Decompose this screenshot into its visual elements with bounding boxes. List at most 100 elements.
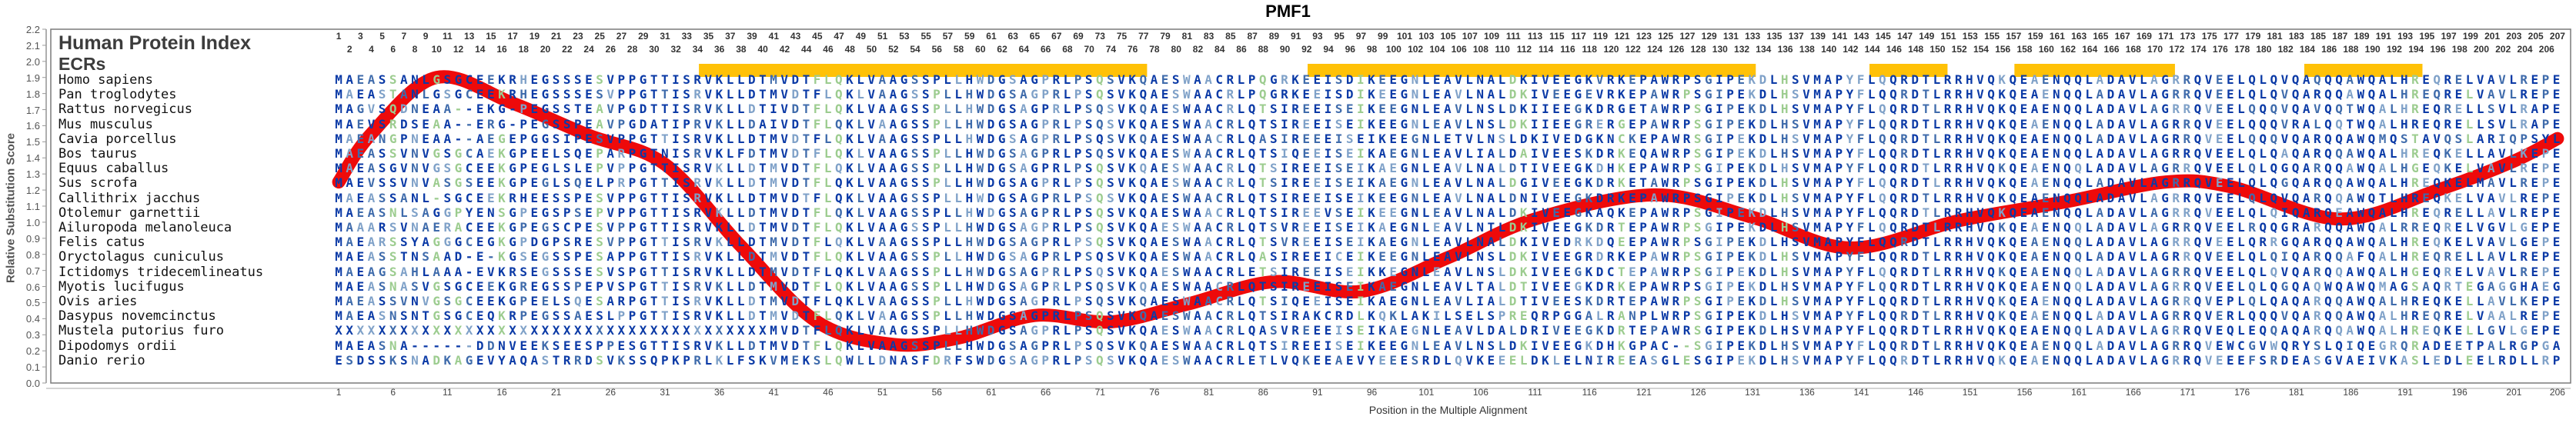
residue: V [1324, 205, 1332, 220]
residue: K [1519, 235, 1528, 250]
residue: A [1824, 116, 1832, 132]
residue: R [1052, 190, 1061, 205]
residue: P [520, 235, 527, 250]
residue: S [910, 161, 919, 176]
residue: V [606, 352, 614, 368]
residue: A [1204, 205, 1212, 220]
y-tick-label: 0.1 [25, 361, 40, 374]
residue: W [1182, 338, 1191, 353]
residue: F [1856, 294, 1865, 308]
residue: V [2204, 175, 2213, 191]
residue: L [2237, 235, 2245, 250]
residue: L [552, 161, 560, 176]
residue: Y [1846, 116, 1854, 132]
residue: L [944, 323, 951, 338]
residue: R [2183, 352, 2191, 368]
residue: A [1650, 264, 1658, 279]
residue: R [2444, 264, 2452, 279]
bottom-position-number: 131 [1745, 387, 1761, 398]
residue: E [1629, 264, 1636, 279]
residue: L [2465, 116, 2474, 132]
top-position-number: 170 [2147, 44, 2163, 55]
residue: Q [1889, 249, 1897, 265]
residue: L [2139, 102, 2147, 117]
residue: A [433, 131, 440, 146]
residue: K [715, 146, 723, 161]
residue: G [639, 87, 647, 102]
residue: Q [1095, 175, 1104, 191]
residue: A [1020, 87, 1027, 102]
residue: W [2357, 308, 2365, 324]
residue: V [1803, 249, 1810, 265]
residue: S [520, 264, 527, 279]
residue: G [2161, 72, 2169, 87]
residue: S [498, 205, 506, 220]
top-position-number: 91 [1290, 31, 1301, 42]
residue: E [356, 131, 365, 146]
residue: Q [1889, 205, 1897, 220]
residue: L [1422, 190, 1430, 205]
residue: A [422, 352, 429, 368]
residue: W [2357, 131, 2365, 146]
species-name: Ictidomys tridecemlineatus [58, 264, 264, 280]
residue: L [2237, 72, 2245, 87]
top-position-number: 182 [2277, 44, 2294, 55]
top-position-number: 138 [1799, 44, 1815, 55]
residue: A [889, 308, 897, 324]
residue: T [1629, 323, 1636, 338]
residue: R [2183, 278, 2191, 294]
residue: Q [2433, 264, 2441, 279]
residue: E [2531, 323, 2539, 338]
residue: L [1465, 205, 1473, 220]
top-position-number: 82 [1192, 44, 1204, 55]
residue: E [2020, 220, 2028, 235]
residue: R [1335, 308, 1343, 324]
residue: K [715, 102, 723, 117]
top-position-number: 128 [1690, 44, 1706, 55]
residue: A [573, 308, 582, 324]
residue: V [1803, 72, 1810, 87]
residue: Q [1987, 249, 1995, 265]
residue: M [770, 278, 777, 294]
residue: E [1378, 352, 1386, 368]
residue: H [1780, 87, 1789, 102]
residue: A [346, 175, 353, 191]
residue: S [1084, 220, 1093, 235]
residue: E [1389, 352, 1397, 368]
residue: P [628, 72, 636, 87]
residue: K [1998, 205, 2006, 220]
residue: S [541, 352, 550, 368]
residue: A [2030, 308, 2039, 324]
residue: S [563, 87, 571, 102]
residue: R [2411, 205, 2419, 220]
residue: Q [2248, 190, 2256, 205]
residue: G [639, 146, 647, 161]
residue: E [1737, 352, 1745, 368]
residue: X [672, 323, 680, 338]
residue: R [1900, 323, 1908, 338]
residue: H [1965, 294, 1973, 308]
residue: G [2161, 278, 2169, 294]
residue: D [585, 352, 593, 368]
residue: P [628, 264, 636, 279]
residue: S [921, 323, 930, 338]
residue: L [944, 294, 951, 308]
residue: P [596, 146, 603, 161]
residue: P [1682, 235, 1691, 250]
residue: L [2085, 116, 2093, 132]
residue: D [1759, 308, 1767, 324]
residue: Q [1139, 220, 1148, 235]
residue: L [1867, 338, 1876, 353]
residue: E [2226, 278, 2234, 294]
residue: D [1509, 87, 1517, 102]
residue: L [2085, 72, 2093, 87]
residue: N [389, 205, 397, 220]
residue: E [1389, 102, 1397, 117]
residue: V [1552, 323, 1560, 338]
residue: P [1835, 308, 1843, 324]
residue: N [889, 352, 897, 368]
residue: R [617, 175, 626, 191]
residue: M [1813, 146, 1821, 161]
residue: R [1900, 131, 1908, 146]
residue: K [1617, 161, 1625, 176]
